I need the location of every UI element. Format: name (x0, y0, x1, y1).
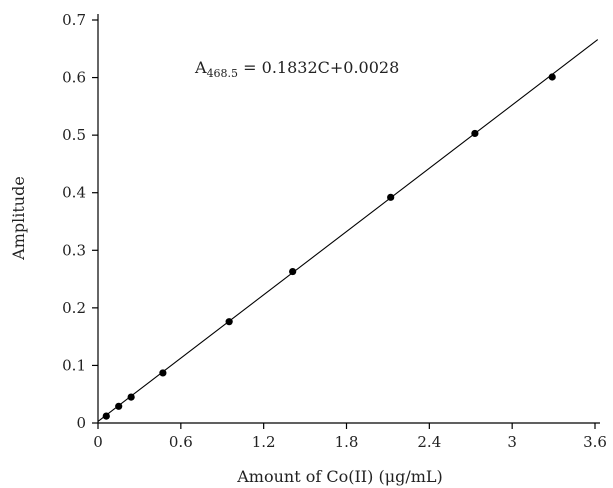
equation-text: = 0.1832C+0.0028 (238, 58, 399, 77)
fit-line-group (97, 39, 599, 422)
x-tick-label: 1.2 (252, 433, 276, 451)
data-point (471, 129, 479, 138)
x-tick-label: 0 (93, 433, 103, 451)
data-point (289, 267, 297, 276)
y-tick-label: 0.4 (62, 184, 86, 202)
y-tick-label: 0 (76, 414, 86, 432)
y-axis-ticks: 0 0.1 0.2 0.3 0.4 0.5 0.6 0.7 (62, 11, 98, 432)
x-axis-title: Amount of Co(II) (μg/mL) (236, 467, 443, 486)
equation-annotation: A468.5 = 0.1832C+0.0028 (194, 58, 399, 80)
x-tick-label: 1.8 (335, 433, 359, 451)
data-point (127, 393, 135, 401)
y-tick-label: 0.6 (62, 69, 86, 87)
x-tick-label: 2.4 (417, 433, 441, 451)
y-tick-label: 0.1 (62, 356, 86, 374)
y-tick-label: 0.7 (62, 11, 86, 29)
fit-line (97, 39, 599, 422)
data-point (225, 318, 233, 326)
data-point (548, 73, 556, 81)
x-tick-label: 3 (507, 433, 517, 451)
y-tick-label: 0.5 (62, 126, 86, 144)
x-tick-label: 0.6 (169, 433, 193, 451)
data-point (387, 193, 395, 201)
data-point (102, 412, 110, 420)
y-tick-label: 0.2 (62, 299, 86, 317)
data-point (115, 402, 123, 410)
data-points (102, 73, 556, 420)
y-tick-label: 0.3 (62, 241, 86, 259)
x-axis-ticks: 0 0.6 1.2 1.8 2.4 3 3.6 (93, 423, 607, 451)
axes-frame (97, 14, 600, 424)
data-point (159, 369, 167, 377)
equation-prefix: A (194, 58, 207, 77)
x-tick-label: 3.6 (583, 433, 607, 451)
equation-subscript: 468.5 (207, 67, 239, 80)
y-axis-title: Amplitude (9, 176, 28, 261)
